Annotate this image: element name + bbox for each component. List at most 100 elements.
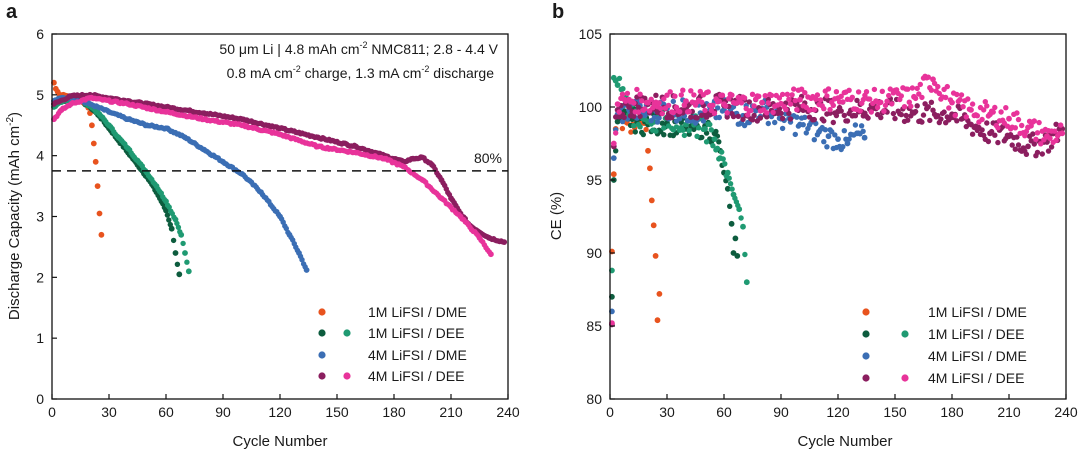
point-fill-4m-lifsi-dee-cell-1 [903,112,909,119]
legend-b-label-4m-dme: 4M LiFSI / DME [928,348,1027,364]
x-tick-label-30: 30 [659,404,675,420]
point-fill-4m-lifsi-dee-cell-2 [936,90,942,97]
point-1m-lifsi-dee-cell-1 [168,225,175,232]
point-4m-lifsi-dee-cell-2 [87,95,93,101]
point-fill-4m-lifsi-dee-cell-2 [878,99,884,106]
point-4m-lifsi-dee-cell-2 [645,99,651,106]
legend-b-marker-4m-dee-2 [901,374,909,382]
y-tick-label-5: 5 [36,87,44,103]
point-1m-lifsi-dee-cell-2 [743,279,750,286]
y-tick-label-1: 1 [36,330,44,346]
point-fill-4m-lifsi-dee-cell-2 [995,125,1001,131]
point-fill-4m-lifsi-dee-cell-2 [944,83,950,90]
point-4m-lifsi-dee-cell-2 [125,101,131,107]
point-1m-lifsi-dme [89,122,95,129]
point-fill-4m-lifsi-dee-cell-1 [1034,149,1041,156]
point-fill-4m-lifsi-dee-cell-1 [920,112,927,118]
point-1m-lifsi-dee-cell-2 [163,198,169,205]
point-fill-4m-lifsi-dee-cell-1 [969,131,976,137]
panel-b-x-axis-label: Cycle Number [797,433,892,450]
point-fill-4m-lifsi-dee-cell-1 [757,115,764,121]
point-4m-lifsi-dme [861,134,868,141]
point-fill-4m-lifsi-dee-cell-2 [1019,122,1025,129]
point-fill-4m-lifsi-dme [656,115,662,121]
point-fill-4m-lifsi-dee-cell-1 [892,115,898,122]
point-fill-4m-lifsi-dee-cell-1 [938,116,944,122]
point-fill-4m-lifsi-dee-cell-2 [710,102,716,109]
point-fill-4m-lifsi-dee-cell-1 [1015,142,1022,148]
point-fill-1m-lifsi-dee-cell-2 [729,186,735,192]
point-fill-4m-lifsi-dee-cell-1 [669,115,675,121]
point-fill-1m-lifsi-dee-cell-2 [637,124,643,130]
point-fill-4m-lifsi-dee-cell-1 [1012,146,1018,152]
point-fill-4m-lifsi-dee-cell-2 [860,96,866,103]
point-fill-4m-lifsi-dee-cell-2 [639,98,645,104]
point-fill-4m-lifsi-dme [846,136,852,142]
point-fill-1m-lifsi-dme [628,129,634,135]
point-fill-4m-lifsi-dee-cell-1 [688,114,694,120]
point-fill-1m-lifsi-dee-cell-1 [170,237,177,244]
point-4m-lifsi-dee-cell-2 [201,116,207,123]
x-tick-label-180: 180 [382,404,406,420]
y-tick-label-80: 80 [586,391,602,407]
y-tick-label-0: 0 [36,391,44,407]
point-fill-4m-lifsi-dee-cell-2 [1038,141,1044,147]
point-fill-1m-lifsi-dee-cell-1 [699,134,705,141]
point-1m-lifsi-dee-cell-1 [734,253,741,259]
point-4m-lifsi-dee-cell-2 [476,234,483,241]
point-4m-lifsi-dee-cell-1 [987,130,993,137]
x-tick-label-150: 150 [325,404,349,420]
point-fill-4m-lifsi-dee-cell-2 [741,95,748,101]
point-4m-lifsi-dee-cell-1 [626,104,632,110]
point-fill-4m-lifsi-dee-cell-2 [863,89,870,95]
point-4m-lifsi-dee-cell-2 [277,131,283,138]
point-4m-lifsi-dee-cell-1 [1025,143,1031,150]
point-fill-4m-lifsi-dee-cell-2 [908,103,914,110]
point-fill-4m-lifsi-dee-cell-2 [919,94,925,101]
point-fill-4m-lifsi-dee-cell-2 [1003,105,1009,111]
point-fill-1m-lifsi-dee-cell-2 [738,215,744,221]
point-fill-1m-lifsi-dee-cell-2 [703,139,710,145]
point-fill-4m-lifsi-dee-cell-2 [1041,137,1047,143]
point-4m-lifsi-dee-cell-2 [683,98,689,105]
point-fill-4m-lifsi-dee-cell-2 [658,105,664,112]
point-fill-1m-lifsi-dee-cell-1 [640,131,646,138]
point-4m-lifsi-dee-cell-2 [614,101,621,107]
point-fill-4m-lifsi-dee-cell-1 [730,113,737,120]
point-fill-4m-lifsi-dee-cell-2 [802,90,808,96]
point-fill-4m-lifsi-dee-cell-1 [941,109,947,115]
point-1m-lifsi-dee-cell-2 [724,169,731,176]
point-fill-1m-lifsi-dee-cell-2 [742,251,748,258]
point-fill-4m-lifsi-dee-cell-2 [631,100,637,106]
point-fill-4m-lifsi-dee-cell-1 [735,113,741,120]
point-1m-lifsi-dme [94,183,101,190]
point-fill-4m-lifsi-dee-cell-2 [882,102,889,109]
point-1m-lifsi-dee-cell-2 [614,82,621,88]
panel-a-80-percent-label: 80% [474,150,502,166]
legend-b-marker-4m-dme [862,352,870,360]
point-fill-4m-lifsi-dee-cell-2 [1014,110,1020,116]
point-fill-4m-lifsi-dee-cell-1 [865,115,871,121]
panel-b-data-points [609,73,1066,328]
point-fill-4m-lifsi-dee-cell-1 [779,115,786,122]
legend-marker-1m-dee-1 [318,329,326,337]
point-fill-1m-lifsi-dee-cell-2 [686,127,692,134]
point-fill-4m-lifsi-dee-cell-2 [901,104,908,110]
point-4m-lifsi-dee-cell-2 [353,149,359,156]
y-tick-label-2: 2 [36,269,44,285]
point-fill-4m-lifsi-dee-cell-2 [884,98,890,104]
point-fill-4m-lifsi-dee-cell-2 [686,108,692,115]
y-tick-label-95: 95 [586,172,602,188]
y-tick-label-105: 105 [579,26,603,42]
point-4m-lifsi-dee-cell-1 [501,239,508,246]
point-4m-lifsi-dee-cell-1 [68,93,74,99]
point-1m-lifsi-dee-cell-1 [614,118,621,125]
annotation-1-part-b: NMC811; 2.8 - 4.4 V [368,41,499,57]
point-fill-4m-lifsi-dee-cell-1 [841,112,847,119]
point-fill-4m-lifsi-dee-cell-2 [1036,119,1042,126]
point-fill-4m-lifsi-dee-cell-2 [624,90,631,97]
point-4m-lifsi-dme [797,121,803,128]
point-fill-4m-lifsi-dee-cell-1 [992,132,998,138]
point-1m-lifsi-dme [650,222,657,229]
point-fill-4m-lifsi-dee-cell-2 [830,102,836,109]
